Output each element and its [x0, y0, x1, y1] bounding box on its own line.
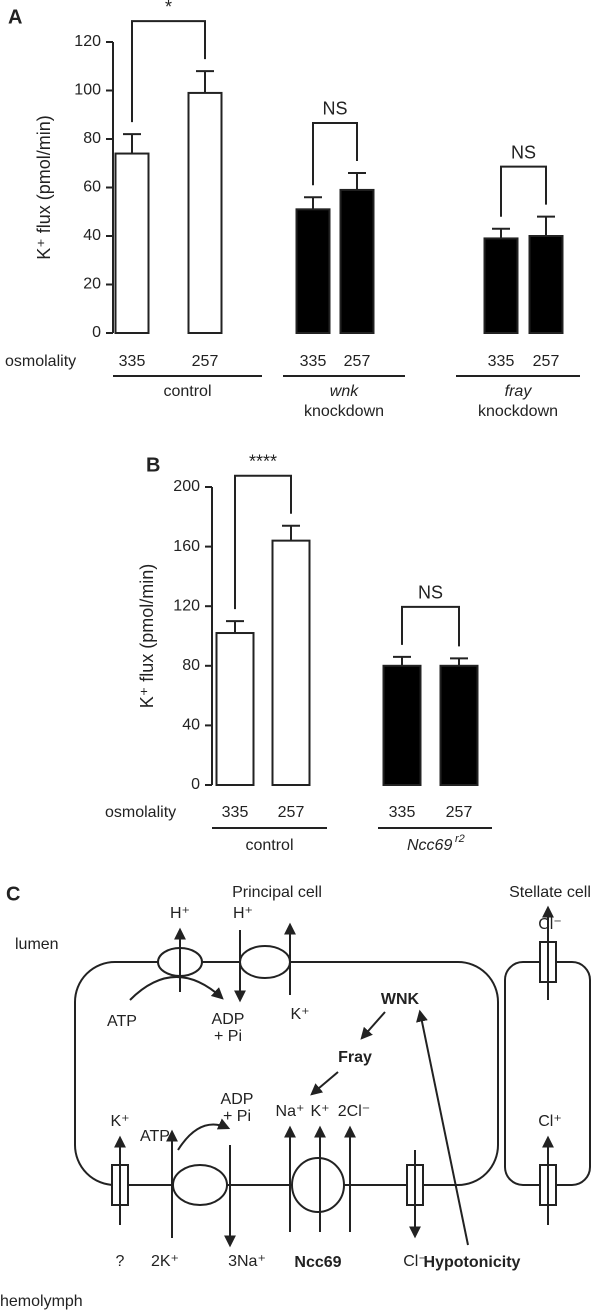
group-label: control	[163, 383, 211, 400]
arrow	[416, 1009, 469, 1246]
label: Stellate cell	[509, 884, 591, 901]
label: Ncc69	[294, 1254, 341, 1271]
pump	[172, 1164, 228, 1206]
exchanger	[239, 945, 291, 979]
y-tick-label: 40	[83, 227, 101, 244]
label: hemolymph	[0, 1293, 83, 1310]
significance-bracket	[401, 605, 460, 647]
group-label: fray	[505, 383, 533, 400]
x-axis-label: osmolality	[5, 353, 76, 370]
panel-label: B	[146, 454, 160, 476]
x-tick-label: 335	[389, 804, 416, 821]
significance-label: NS	[322, 99, 347, 119]
arrow	[177, 1118, 231, 1151]
bar	[439, 664, 479, 786]
y-tick-label: 0	[191, 776, 200, 793]
y-tick-label: 40	[182, 717, 200, 734]
y-tick-label: 0	[92, 324, 101, 341]
x-tick-label: 257	[533, 353, 560, 370]
label: 2Cl⁻	[338, 1103, 370, 1120]
y-tick-label: 200	[173, 478, 200, 495]
significance-label: NS	[418, 583, 443, 603]
label: Hypotonicity	[424, 1254, 521, 1271]
label: Cl⁻	[403, 1253, 427, 1270]
y-tick-label: 100	[74, 82, 101, 99]
x-tick-label: 257	[344, 353, 371, 370]
label: lumen	[15, 936, 59, 953]
bar	[114, 152, 150, 334]
label: ADP	[212, 1011, 245, 1028]
group-label: control	[245, 837, 293, 854]
y-axis-label: K⁺ flux (pmol/min)	[137, 564, 157, 709]
label: ATP	[107, 1013, 137, 1030]
significance-label: *	[165, 0, 172, 17]
y-tick-label: 80	[182, 657, 200, 674]
bar	[295, 208, 331, 334]
arrow	[310, 1071, 339, 1096]
panel-label: C	[6, 883, 20, 905]
bar	[339, 188, 375, 334]
y-axis-label: K⁺ flux (pmol/min)	[34, 115, 54, 260]
group-label-superscript: r2	[455, 833, 465, 845]
group-label: knockdown	[478, 403, 558, 420]
bar	[271, 539, 311, 787]
group-label: Ncc69	[407, 837, 452, 854]
bar	[215, 632, 255, 787]
significance-bracket	[234, 474, 292, 610]
y-tick-label: 60	[83, 179, 101, 196]
bar	[382, 664, 422, 786]
y-tick-label: 120	[74, 33, 101, 50]
label: ADP	[221, 1091, 254, 1108]
label: Na⁺	[276, 1103, 305, 1120]
bar	[483, 237, 519, 334]
label: WNK	[381, 991, 420, 1008]
label: H⁺	[170, 905, 190, 922]
significance-label: ****	[249, 451, 277, 471]
y-tick-label: 160	[173, 538, 200, 555]
arrow	[129, 976, 224, 1001]
bar	[528, 235, 564, 334]
label: ATP	[140, 1128, 170, 1145]
y-tick-label: 120	[173, 597, 200, 614]
diagram: C Principal cell Stellate cell lumen hem…	[0, 883, 591, 1310]
x-tick-label: 257	[278, 804, 305, 821]
label: 3Na⁺	[228, 1253, 266, 1270]
label: H⁺	[233, 905, 253, 922]
label: ?	[116, 1253, 125, 1270]
x-tick-label: 335	[300, 353, 327, 370]
label: K⁺	[110, 1113, 129, 1130]
y-tick-label: 20	[83, 276, 101, 293]
group-label: knockdown	[304, 403, 384, 420]
significance-bracket	[500, 165, 547, 217]
label: K⁺	[290, 1006, 309, 1023]
y-tick-label: 80	[83, 130, 101, 147]
panel-label: A	[8, 6, 22, 28]
cotransporter	[291, 1157, 345, 1213]
label: Principal cell	[232, 884, 322, 901]
label: + Pi	[223, 1108, 251, 1125]
significance-label: NS	[511, 142, 536, 162]
x-tick-label: 335	[222, 804, 249, 821]
label: Fray	[338, 1049, 372, 1066]
x-tick-label: 335	[488, 353, 515, 370]
arrow	[360, 1011, 386, 1040]
label: + Pi	[214, 1028, 242, 1045]
x-axis-label: osmolality	[105, 804, 176, 821]
x-tick-label: 257	[192, 353, 219, 370]
label: K⁺	[310, 1103, 329, 1120]
principal-cell	[74, 961, 499, 1186]
bar	[187, 91, 223, 334]
significance-bracket	[131, 20, 206, 123]
label: Cl⁻	[538, 916, 562, 933]
label: 2K⁺	[151, 1253, 179, 1270]
label: Cl⁺	[538, 1113, 562, 1130]
significance-bracket	[312, 121, 358, 186]
group-label: wnk	[330, 383, 359, 400]
x-tick-label: 257	[446, 804, 473, 821]
x-tick-label: 335	[119, 353, 146, 370]
